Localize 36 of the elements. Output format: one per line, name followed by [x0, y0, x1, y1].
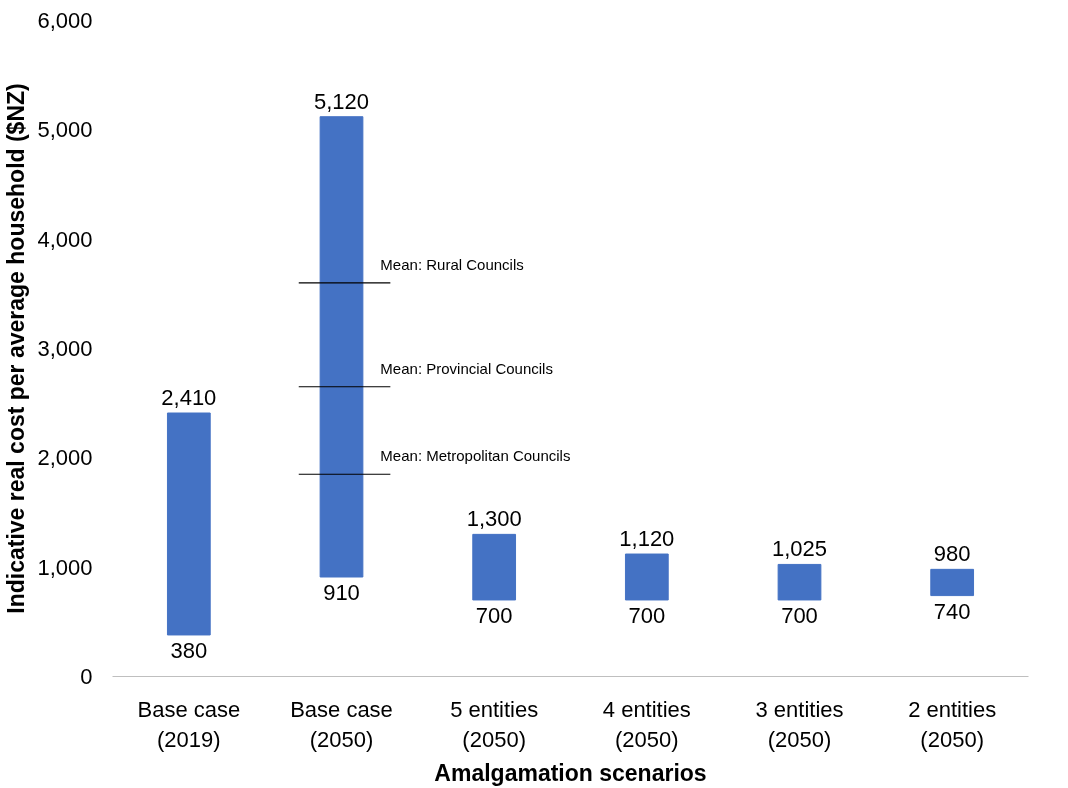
x-tick-label: 4 entities (2050): [602, 696, 691, 752]
data-label: 1,120: [619, 526, 675, 552]
y-tick-label: 4,000: [37, 226, 93, 252]
y-tick-label: 1,000: [37, 554, 93, 580]
x-tick-label: Base case (2019): [137, 696, 241, 752]
bar: [166, 412, 211, 636]
y-tick-label: 5,000: [37, 117, 93, 143]
data-label: 1,300: [466, 506, 522, 532]
x-tick-label: 3 entities (2050): [755, 696, 844, 752]
annotation: 700: [628, 602, 666, 628]
bar: [319, 116, 364, 578]
bar: [624, 553, 669, 601]
annotation: 700: [475, 602, 513, 628]
ref-line-label: Mean: Rural Councils: [380, 255, 524, 273]
bar: [930, 568, 975, 597]
y-tick-label: 6,000: [37, 8, 93, 33]
x-tick-label: Base case (2050): [290, 696, 393, 752]
annotation: 380: [170, 637, 208, 663]
x-tick-label: 2 entities (2050): [908, 696, 997, 752]
data-label: 980: [933, 541, 971, 567]
data-label: 5,120: [313, 88, 370, 114]
y-axis-title: Indicative real cost per average household ($NZ): [3, 83, 30, 614]
annotation: 910: [323, 580, 360, 606]
y-tick-label: 0: [80, 664, 93, 689]
y-tick-label: 3,000: [37, 336, 93, 361]
ref-line-label: Mean: Metropolitan Councils: [380, 447, 571, 465]
annotation: 700: [781, 602, 818, 628]
data-label: 1,025: [771, 536, 828, 562]
ref-line-label: Mean: Provincial Councils: [380, 359, 553, 377]
annotation: 740: [933, 598, 971, 624]
y-tick-label: 2,000: [37, 445, 93, 471]
x-tick-label: 5 entities (2050): [450, 696, 539, 752]
bar: [472, 533, 517, 601]
x-axis-title: Amalgamation scenarios: [434, 759, 707, 786]
bar: [777, 563, 822, 601]
data-label: 2,410: [161, 385, 217, 411]
